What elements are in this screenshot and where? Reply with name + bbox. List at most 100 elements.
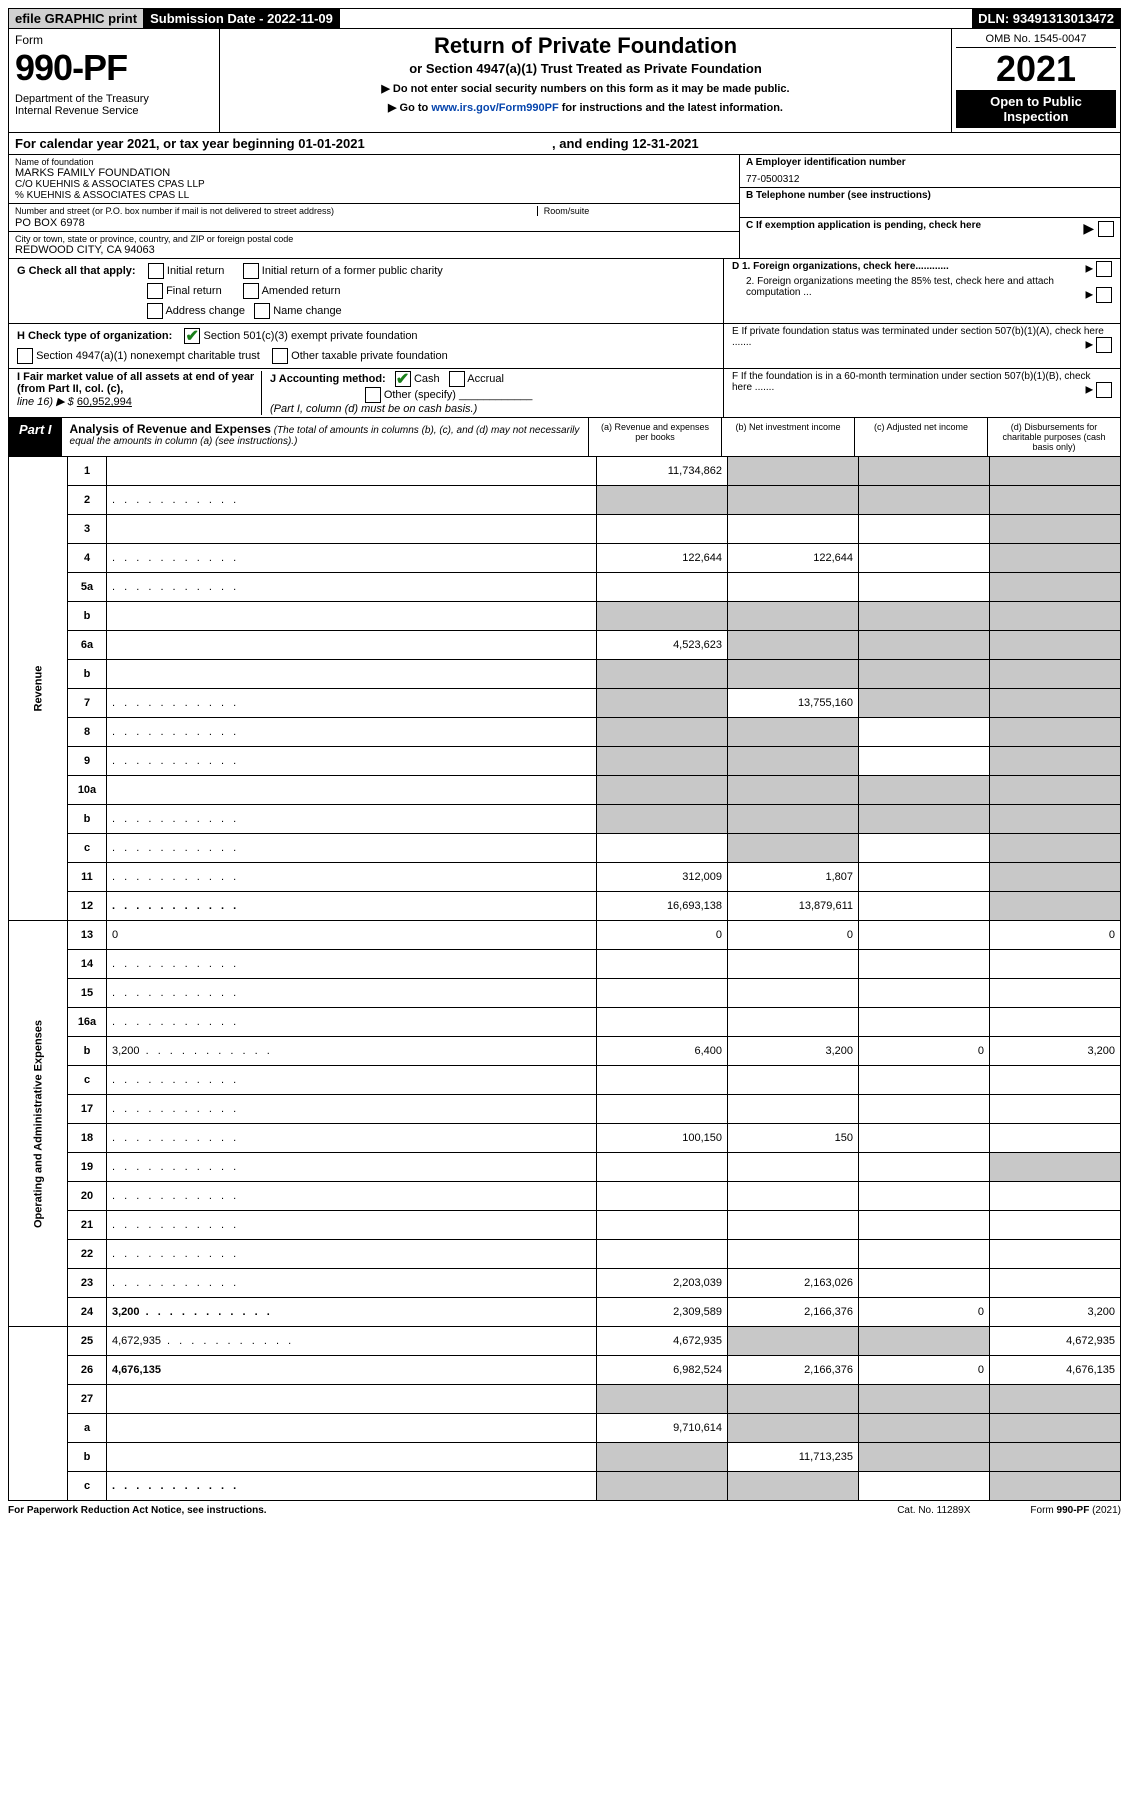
phone-row: B Telephone number (see instructions): [740, 188, 1120, 218]
line-number: b: [68, 660, 107, 689]
h-label: H Check type of organization:: [17, 330, 172, 342]
e-label: E If private foundation status was termi…: [732, 326, 1104, 348]
col-b-value: [728, 515, 859, 544]
col-d-value: [990, 1414, 1121, 1443]
initial-return-checkbox[interactable]: [148, 263, 164, 279]
col-a-value: [597, 776, 728, 805]
col-a-value: 16,693,138: [597, 892, 728, 921]
4947-checkbox[interactable]: [17, 348, 33, 364]
j-label: J Accounting method:: [270, 373, 386, 385]
line-number: 2: [68, 486, 107, 515]
line-description: [107, 1008, 597, 1037]
form-number: 990-PF: [15, 47, 213, 89]
address-change-checkbox[interactable]: [147, 303, 163, 319]
table-row: 4122,644122,644: [9, 544, 1121, 573]
col-c-value: [859, 892, 990, 921]
instructions-link[interactable]: www.irs.gov/Form990PF: [431, 102, 558, 114]
col-d-value: [990, 1095, 1121, 1124]
col-c-value: 0: [859, 1298, 990, 1327]
col-c-value: [859, 1211, 990, 1240]
other-taxable-checkbox[interactable]: [272, 348, 288, 364]
col-a-value: [597, 834, 728, 863]
col-d-value: 4,676,135: [990, 1356, 1121, 1385]
c-checkbox[interactable]: [1098, 221, 1114, 237]
col-b-value: 2,163,026: [728, 1269, 859, 1298]
table-row: Operating and Administrative Expenses130…: [9, 921, 1121, 950]
line-description: 3,200: [107, 1037, 597, 1066]
initial-return-label: Initial return: [167, 265, 224, 277]
f-checkbox[interactable]: [1096, 382, 1112, 398]
col-d-value: [990, 950, 1121, 979]
col-d-header: (d) Disbursements for charitable purpose…: [987, 418, 1120, 456]
table-row: 14: [9, 950, 1121, 979]
col-c-value: [859, 486, 990, 515]
final-return-checkbox[interactable]: [147, 283, 163, 299]
line-description: [107, 805, 597, 834]
line-description: [107, 747, 597, 776]
table-row: 10a: [9, 776, 1121, 805]
c-row: C If exemption application is pending, c…: [740, 218, 1120, 233]
id-left: Name of foundation MARKS FAMILY FOUNDATI…: [9, 155, 739, 258]
col-d-value: [990, 1066, 1121, 1095]
col-b-value: [728, 457, 859, 486]
cash-label: Cash: [414, 373, 440, 385]
col-c-value: 0: [859, 1037, 990, 1066]
col-b-value: [728, 834, 859, 863]
line-number: 4: [68, 544, 107, 573]
table-row: 15: [9, 979, 1121, 1008]
col-a-value: 4,523,623: [597, 631, 728, 660]
col-b-value: 150: [728, 1124, 859, 1153]
col-d-value: [990, 1443, 1121, 1472]
col-c-value: [859, 457, 990, 486]
accrual-checkbox[interactable]: [449, 371, 465, 387]
table-row: c: [9, 834, 1121, 863]
name-change-checkbox[interactable]: [254, 303, 270, 319]
col-b-value: [728, 631, 859, 660]
d-section: D 1. Foreign organizations, check here..…: [723, 259, 1120, 323]
501c3-label: Section 501(c)(3) exempt private foundat…: [204, 330, 418, 342]
col-a-value: 122,644: [597, 544, 728, 573]
col-a-value: [597, 515, 728, 544]
col-a-value: 2,309,589: [597, 1298, 728, 1327]
note-1: ▶ Do not enter social security numbers o…: [230, 82, 941, 95]
open2: Inspection: [958, 109, 1114, 124]
col-a-value: 6,400: [597, 1037, 728, 1066]
col-c-value: [859, 1008, 990, 1037]
table-row: 1216,693,13813,879,611: [9, 892, 1121, 921]
omb-no: OMB No. 1545-0047: [956, 33, 1116, 48]
col-c-value: [859, 1066, 990, 1095]
initial-public-checkbox[interactable]: [243, 263, 259, 279]
ein-value: 77-0500312: [746, 168, 1114, 185]
caly-pre: For calendar year 2021, or tax year begi…: [15, 136, 365, 151]
submission-date: Submission Date - 2022-11-09: [144, 9, 340, 28]
501c3-checkbox[interactable]: [184, 328, 200, 344]
table-row: 713,755,160: [9, 689, 1121, 718]
amended-return-checkbox[interactable]: [243, 283, 259, 299]
line-description: [107, 863, 597, 892]
col-b-value: [728, 776, 859, 805]
col-c-value: [859, 834, 990, 863]
d2-checkbox[interactable]: [1096, 287, 1112, 303]
col-b-value: [728, 1472, 859, 1501]
d2-label: 2. Foreign organizations meeting the 85%…: [746, 276, 1054, 298]
city-state-zip: REDWOOD CITY, CA 94063: [15, 244, 733, 256]
part1-desc: Analysis of Revenue and Expenses (The to…: [62, 418, 588, 456]
i-label: I Fair market value of all assets at end…: [17, 371, 254, 395]
table-row: 17: [9, 1095, 1121, 1124]
col-a-value: 9,710,614: [597, 1414, 728, 1443]
line-description: [107, 1414, 597, 1443]
dln: DLN: 93491313013472: [972, 9, 1120, 28]
e-checkbox[interactable]: [1096, 337, 1112, 353]
d1-checkbox[interactable]: [1096, 261, 1112, 277]
line-number: 27: [68, 1385, 107, 1414]
col-d-value: [990, 863, 1121, 892]
table-row: b11,713,235: [9, 1443, 1121, 1472]
col-d-value: [990, 631, 1121, 660]
col-a-value: [597, 1472, 728, 1501]
other-method-checkbox[interactable]: [365, 387, 381, 403]
ij-section: I Fair market value of all assets at end…: [9, 369, 723, 417]
efile-label[interactable]: efile GRAPHIC print: [9, 9, 144, 28]
line-number: 16a: [68, 1008, 107, 1037]
col-c-value: [859, 544, 990, 573]
cash-checkbox[interactable]: [395, 371, 411, 387]
